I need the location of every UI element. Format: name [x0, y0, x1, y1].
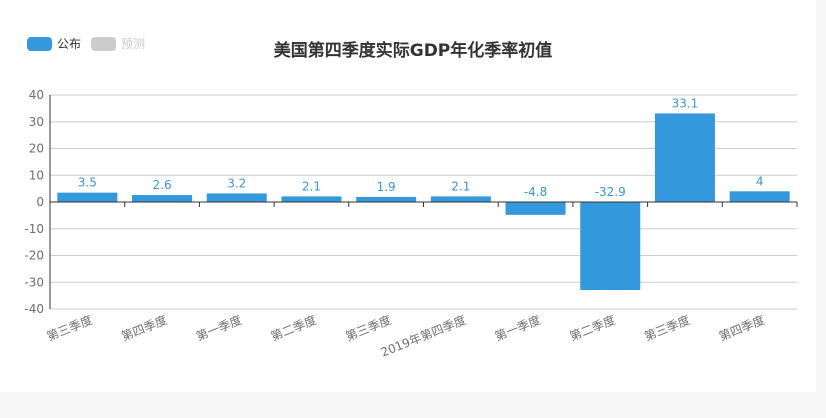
bar-value-label: -4.8	[524, 185, 547, 199]
bar-value-label: 2.1	[302, 179, 321, 193]
x-category-label: 第四季度	[717, 312, 767, 344]
bar[interactable]	[281, 196, 342, 202]
x-category-label: 第一季度	[194, 312, 244, 344]
bar[interactable]	[206, 193, 267, 202]
legend-item-published[interactable]: 公布	[27, 37, 81, 51]
x-category-label: 第三季度	[642, 312, 692, 344]
y-tick-label: 10	[29, 168, 44, 182]
bar-value-label: -32.9	[595, 185, 626, 199]
y-tick-label: 40	[29, 88, 44, 102]
x-category-label: 第三季度	[343, 312, 393, 344]
x-category-label: 第二季度	[567, 312, 617, 344]
legend-label-forecast: 预测	[121, 37, 146, 51]
bar-value-label: 2.6	[153, 178, 172, 192]
y-tick-label: -30	[24, 275, 44, 289]
bar[interactable]	[356, 196, 417, 202]
page-edge-bottom	[0, 392, 826, 418]
bar-value-label: 4	[756, 174, 764, 188]
x-category-label: 第一季度	[493, 312, 543, 344]
bar[interactable]	[430, 196, 491, 202]
legend-item-forecast[interactable]: 预测	[91, 37, 145, 51]
bar[interactable]	[132, 195, 193, 202]
x-category-label: 第四季度	[119, 312, 169, 344]
bar[interactable]	[505, 202, 566, 215]
bar[interactable]	[729, 191, 790, 202]
y-tick-label: -40	[24, 302, 44, 316]
legend-swatch-published	[27, 37, 52, 51]
bar-value-label: 1.9	[377, 180, 396, 194]
y-tick-label: 30	[29, 115, 44, 129]
y-tick-label: -20	[24, 249, 44, 263]
legend-label-published: 公布	[57, 37, 82, 51]
y-tick-label: 0	[36, 195, 44, 209]
legend-swatch-forecast	[91, 37, 117, 51]
y-tick-label: -10	[24, 222, 44, 236]
bar[interactable]	[57, 192, 118, 202]
bar[interactable]	[580, 202, 641, 291]
bar-value-label: 3.5	[78, 176, 97, 190]
legend: 公布 预测	[27, 37, 155, 51]
bar[interactable]	[654, 113, 715, 202]
chart-title: 美国第四季度实际GDP年化季率初值	[273, 41, 553, 61]
bar-value-label: 33.1	[672, 96, 699, 110]
x-category-label: 第三季度	[44, 312, 94, 344]
page-edge-right	[816, 0, 826, 418]
x-category-label: 2019年第四季度	[378, 312, 468, 360]
bar-value-label: 2.1	[451, 179, 470, 193]
x-category-label: 第二季度	[268, 312, 318, 344]
y-tick-label: 20	[29, 142, 44, 156]
bar-value-label: 3.2	[227, 176, 246, 190]
